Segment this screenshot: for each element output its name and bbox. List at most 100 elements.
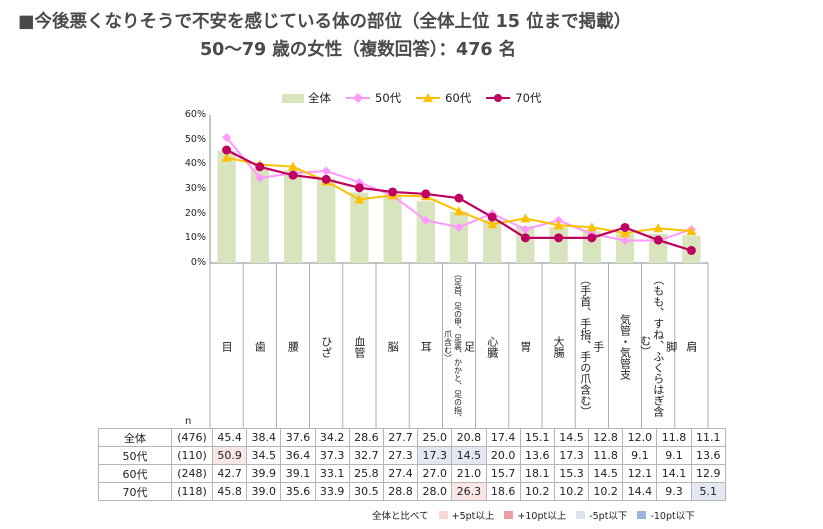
table-cell: 11.8 — [656, 428, 692, 447]
category-label: 気管・気管支 — [610, 269, 639, 424]
point-70代 — [388, 187, 398, 197]
bar-total — [250, 168, 269, 263]
point-60代 — [288, 161, 298, 171]
table-cell: 45.8 — [211, 482, 248, 501]
category-label: 手（手首、手指、手の爪含む） — [577, 269, 606, 424]
row-label: 50代 — [98, 446, 172, 465]
table-cell: 18.6 — [485, 482, 521, 501]
category-label: 耳 — [411, 269, 440, 424]
chart-legend: 全体 50代 60代 70代 — [282, 89, 555, 107]
table-cell: 11.1 — [690, 428, 726, 447]
table-cell: 12.9 — [690, 464, 726, 483]
category-label: ひざ — [312, 269, 341, 424]
category-name: 足 — [462, 341, 476, 352]
legend-item-50s: 50代 — [345, 90, 401, 106]
point-70代 — [520, 233, 530, 243]
chart-subtitle: 50～79 歳の女性（複数回答）：476 名 — [200, 40, 517, 60]
row-n: (110) — [171, 446, 213, 465]
highlight-label: -10pt以下 — [650, 511, 695, 522]
category-name: 歯 — [253, 341, 267, 352]
chart-title: ■今後悪くなりそうで不安を感じている体の部位（全体上位 15 位まで掲載） — [18, 12, 632, 32]
bar-total — [549, 227, 568, 263]
category-note: （もも、すね、ふくらはぎ含む） — [638, 274, 665, 417]
point-70代 — [354, 183, 364, 193]
table-cell: 14.5 — [553, 428, 590, 447]
category-name: 心臓 — [485, 335, 499, 358]
point-70代 — [421, 189, 431, 199]
y-tick-label: 40% — [184, 158, 206, 170]
table-cell: 28.8 — [382, 482, 419, 501]
table-row: 50代 (110) 50.9 34.5 36.4 37.3 32.7 27.3 17.3 14.5… — [98, 446, 726, 465]
table-cell: 39.1 — [280, 464, 316, 483]
row-label: 70代 — [98, 482, 172, 501]
category-name: 脳 — [386, 341, 400, 352]
table-cell: 27.3 — [382, 446, 419, 465]
y-tick-label: 0% — [190, 257, 206, 268]
y-tick-label: 60% — [184, 109, 206, 120]
category-name: 大腸 — [552, 335, 566, 358]
table-cell: 14.5 — [588, 464, 624, 483]
table-row: 70代 (118) 45.8 39.0 35.6 33.9 30.5 28.8 28.0 26.3… — [98, 482, 726, 501]
point-60代 — [586, 222, 597, 232]
category-label: 足（足首、足の甲、足裏、かかと、足の指、爪含む） — [443, 269, 476, 424]
table-cell: 12.1 — [622, 464, 658, 483]
point-50代 — [255, 173, 265, 183]
table-cell: 17.4 — [485, 428, 521, 447]
table-cell: 33.1 — [314, 464, 350, 483]
table-cell: 11.8 — [588, 446, 624, 465]
point-60代 — [653, 223, 664, 233]
table-cell: 39.0 — [246, 482, 282, 501]
category-label: 肩 — [677, 269, 706, 424]
category-label: 目 — [212, 269, 241, 424]
legend-swatch-70s — [486, 94, 511, 102]
point-60代 — [620, 228, 630, 238]
highlight-label: +10pt以上 — [517, 511, 567, 522]
table-cell: 9.1 — [656, 446, 692, 465]
legend-swatch-60s — [416, 93, 441, 102]
bar-total — [217, 151, 236, 263]
bar-total — [283, 170, 303, 263]
highlight-legend-item: -5pt以下 — [576, 508, 627, 522]
point-60代 — [686, 226, 697, 236]
highlight-label: -5pt以下 — [589, 511, 628, 522]
y-tick-label: 30% — [184, 183, 206, 194]
table-cell: 50.9 — [211, 446, 248, 465]
legend-label-70s: 70代 — [515, 91, 542, 105]
table-cell: 21.0 — [451, 464, 487, 483]
legend-label-50s: 50代 — [375, 91, 402, 105]
table-cell: 39.9 — [246, 464, 282, 483]
point-70代 — [554, 233, 564, 243]
legend-label-60s: 60代 — [445, 91, 472, 105]
table-cell: 14.1 — [656, 464, 692, 483]
category-label: 胃 — [511, 269, 540, 424]
category-label: 脳 — [378, 269, 407, 424]
row-label: 60代 — [98, 464, 172, 483]
point-70代 — [620, 222, 630, 232]
table-cell: 9.3 — [656, 482, 692, 501]
category-label: 腰 — [278, 269, 307, 424]
category-name: 気管・気管支 — [618, 313, 632, 380]
category-name: 耳 — [419, 341, 433, 352]
row-n: (248) — [171, 464, 213, 483]
y-tick-label: 20% — [184, 207, 206, 219]
table-cell: 14.5 — [451, 446, 487, 465]
point-70代 — [222, 145, 232, 155]
category-name: 手 — [591, 341, 605, 352]
point-70代 — [686, 245, 696, 255]
highlight-legend-prefix: 全体と比べて — [372, 511, 429, 522]
table-cell: 12.0 — [622, 428, 658, 447]
table-cell: 45.4 — [211, 428, 248, 447]
category-name: 目 — [220, 341, 234, 352]
point-50代 — [454, 222, 464, 232]
table-cell: 33.9 — [314, 482, 350, 501]
point-50代 — [421, 215, 431, 225]
point-60代 — [221, 152, 232, 162]
point-50代 — [222, 132, 232, 142]
bar-total — [383, 194, 402, 263]
table-row: 全体 (476) 45.4 38.4 37.6 34.2 28.6 27.7 25.0 20.8 1… — [98, 428, 726, 447]
legend-swatch-total — [282, 93, 304, 103]
table-cell: 38.4 — [246, 428, 282, 447]
category-label: 歯 — [245, 269, 274, 424]
table-cell: 17.3 — [553, 446, 590, 465]
bar-total — [317, 178, 336, 263]
